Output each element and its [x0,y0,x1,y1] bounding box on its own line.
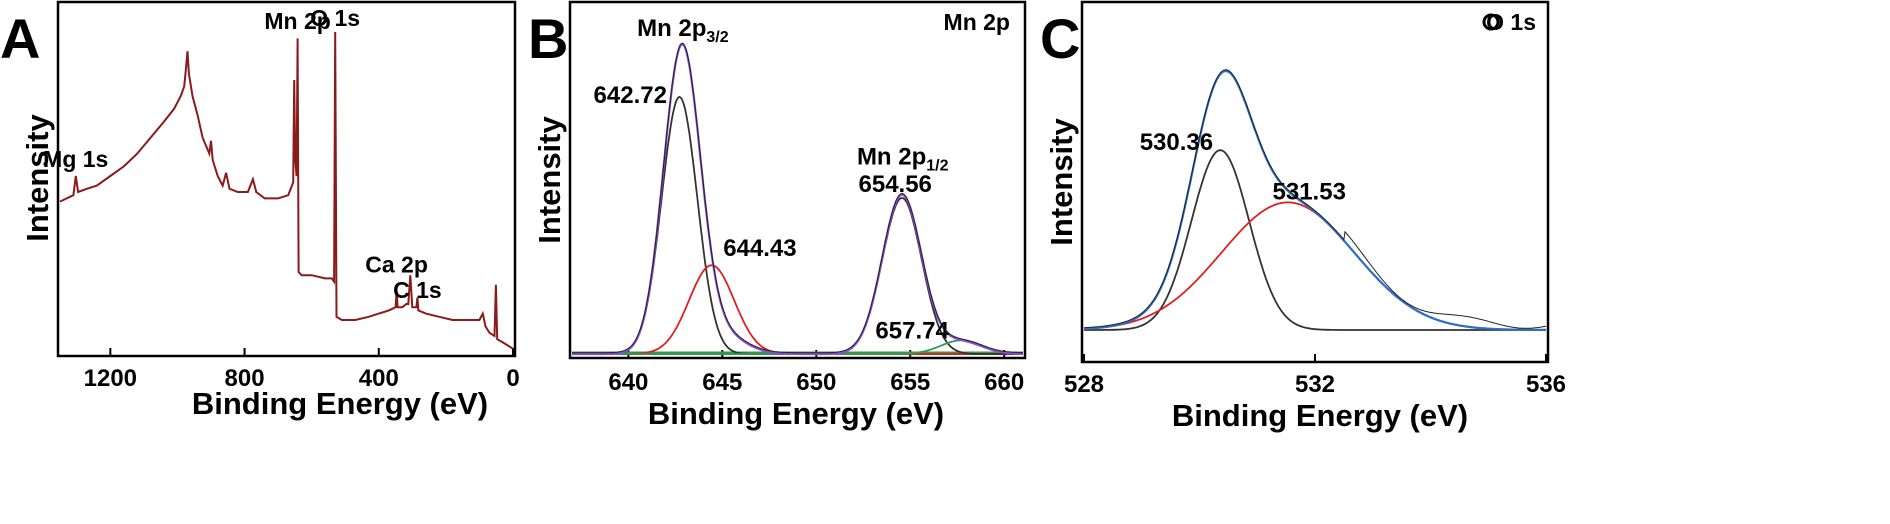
panel-b-peak-label-0: Mn 2p3/2 [637,15,729,46]
panel-c-ylabel: Intensity [1044,118,1079,246]
panel-b-peak-label-1: Mn 2p1/2 [857,143,949,174]
panel-c-component-1 [1083,201,1546,331]
panel-c-title-mark [1482,13,1500,31]
panel-a-xlabel: Binding Energy (eV) [192,386,488,421]
panel-a-annotation-0: Mg 1s [43,146,108,172]
panel-b-raw [572,42,1023,354]
panel-a-ylabel: Intensity [20,114,55,242]
panel-b-component-0 [572,96,1023,355]
panel-a-annotation-2: O 1s [310,5,360,31]
panel-c-ticks: 528 532 536 [1064,354,1566,398]
panel-letter-b: B [528,7,568,70]
panel-b-value-label-0: 642.72 [594,82,667,109]
panel-c-curves [1083,69,1547,331]
panel-b: B Intensity Binding Energy (eV) Mn 2p 64… [528,0,1027,431]
panel-b-xlabel: Binding Energy (eV) [648,396,944,431]
panel-1-tick-label-0: 640 [608,369,648,396]
panel-b-peak-label-main-0: Mn 2p [637,15,706,42]
panel-c-value-label-1: 531.53 [1273,179,1346,206]
panel-c-title: O 1s [1486,9,1536,35]
panel-a-survey-line [59,31,514,350]
panel-b-curves [572,42,1023,356]
panel-c-raw [1083,69,1547,329]
panel-1-tick-label-4: 660 [984,369,1024,396]
panel-b-peak-label-main-1: Mn 2p [857,143,926,170]
panel-b-value-label-1: 644.43 [723,235,796,262]
panel-b-peak-label-sub-1: 1/2 [926,157,948,174]
panel-a-ticks: 1200 800 400 0 [84,348,520,392]
panel-0-tick-label-2: 400 [359,365,399,392]
panel-letter-c: C [1040,7,1080,70]
panel-b-title: Mn 2p [944,9,1010,35]
panel-b-frame [568,0,1027,360]
panel-1-tick-label-3: 655 [890,369,930,396]
panel-letter-a: A [0,7,40,70]
panel-b-value-label-3: 657.74 [875,318,949,345]
panel-c-component-0 [1084,149,1546,331]
panel-1-tick-label-2: 650 [796,369,836,396]
panel-0-tick-label-0: 1200 [84,365,137,392]
panel-0-tick-label-1: 800 [225,365,265,392]
panel-2-tick-label-2: 536 [1526,371,1566,398]
panel-c-xlabel: Binding Energy (eV) [1172,398,1468,433]
panel-2-tick-label-0: 528 [1064,371,1104,398]
panel-1-tick-label-1: 645 [702,369,742,396]
panel-b-peak-label-sub-0: 3/2 [706,29,728,46]
panel-0-tick-label-3: 0 [506,365,519,392]
panel-b-ticks: 640 645 650 655 660 [608,350,1024,396]
panel-c-labels: 530.36 531.53 [1140,129,1346,205]
panel-a: A Intensity Binding Energy (eV) 1200 800 4… [0,0,520,421]
panel-c-envelope [1084,69,1546,331]
panel-b-value-label-2: 654.56 [859,171,932,198]
panel-b-ylabel: Intensity [532,116,567,244]
panel-a-frame [56,0,517,358]
panel-c: C Intensity Binding Energy (eV) O 1s 528… [1040,0,1566,433]
panel-a-annotation-3: Ca 2p [365,251,428,277]
panel-a-annotations: Mg 1s Mn 2pO 1s Ca 2pC 1s [43,5,441,303]
panel-c-value-label-0: 530.36 [1140,129,1213,156]
panel-2-tick-label-1: 532 [1295,371,1335,398]
panel-a-annotation-1: Mn 2p [264,8,330,34]
panel-a-annotation-4: C 1s [393,277,442,303]
